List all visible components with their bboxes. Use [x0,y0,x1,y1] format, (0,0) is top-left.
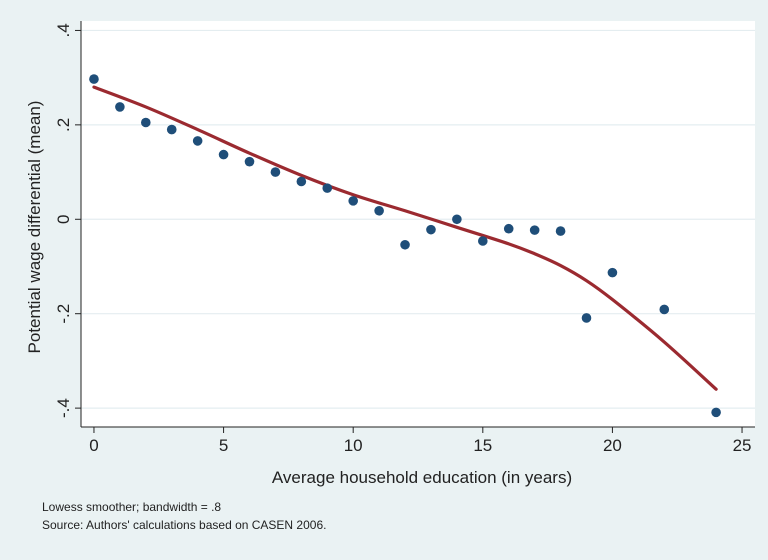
data-point-16 [503,223,514,234]
y-tick-label-0: -.4 [54,398,73,418]
x-tick-label-3: 15 [473,436,492,455]
data-point-20 [607,267,618,278]
data-point-17 [529,225,540,235]
lowess-line [92,85,718,391]
y-tick-label-4: .4 [54,23,73,37]
data-point-3 [166,124,177,135]
data-point-11 [374,205,384,216]
data-point-6 [244,156,255,167]
data-point-10 [348,196,358,206]
data-point-4 [192,136,203,146]
plot-area [81,21,755,427]
data-point-13 [426,224,436,235]
y-tick-label-2: 0 [54,215,73,224]
y-tick-label-1: -.2 [54,304,73,324]
data-point-1 [115,102,125,112]
data-point-15 [478,236,488,246]
y-tick-label-3: .2 [54,118,73,132]
axes [75,21,755,433]
data-point-0 [89,74,99,84]
chart-note-lowess: Lowess smoother; bandwidth = .8 [42,500,222,514]
data-point-22 [711,407,721,418]
data-point-14 [452,214,462,225]
grid-lines [81,29,755,409]
x-tick-label-1: 5 [219,436,228,455]
data-point-18 [555,226,566,236]
x-tick-label-4: 20 [603,436,622,455]
data-point-8 [296,176,307,187]
data-point-19 [581,313,592,323]
data-point-21 [659,304,670,315]
x-tick-label-2: 10 [344,436,363,455]
data-point-5 [218,149,229,160]
data-point-7 [270,167,281,177]
data-point-9 [322,183,333,193]
data-point-2 [141,117,151,128]
lowess-line-layer [92,85,718,391]
y-axis-title: Potential wage differential (mean) [25,101,44,354]
scatter-points [89,74,721,418]
x-tick-label-5: 25 [733,436,752,455]
data-point-12 [400,239,410,250]
x-tick-label-0: 0 [89,436,98,455]
x-axis-title: Average household education (in years) [272,468,572,487]
tick-labels: 0 5 10 15 20 25 -.4 -.2 0 .2 .4 [54,23,751,455]
chart-note-source: Source: Authors' calculations based on C… [42,518,327,532]
